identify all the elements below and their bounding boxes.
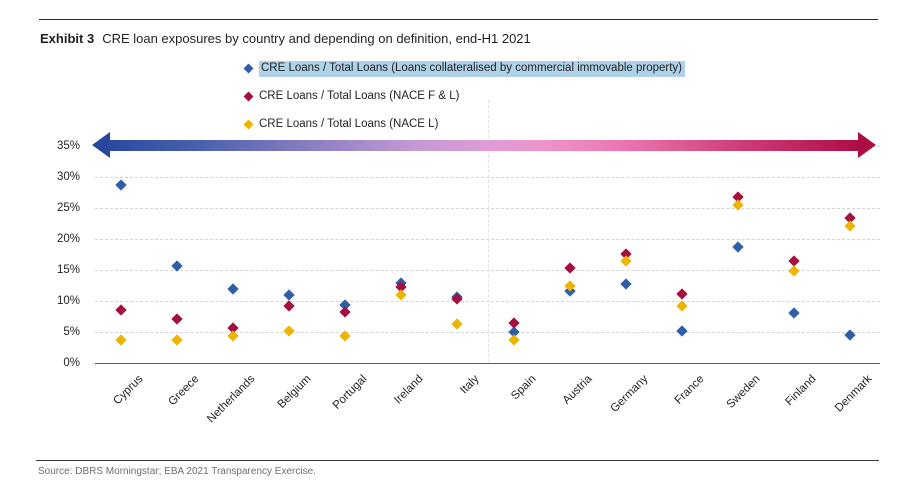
column-divider-line [488, 100, 489, 362]
data-point-belgium-s0 [283, 289, 295, 301]
data-point-belgium-s2 [283, 325, 295, 337]
exhibit-title-text: CRE loan exposures by country and depend… [102, 31, 531, 46]
data-point-sweden-s2 [732, 199, 744, 211]
y-gridline [95, 332, 880, 334]
legend-label: CRE Loans / Total Loans (NACE L) [259, 118, 439, 130]
data-point-cyprus-s2 [115, 333, 127, 346]
data-point-netherlands-s0 [227, 283, 239, 295]
data-point-spain-s2 [507, 333, 520, 346]
y-gridline [95, 207, 880, 209]
y-axis-tick-label: 5% [63, 326, 80, 339]
legend-item-nace-l: CRE Loans / Total Loans (NACE L) [243, 117, 685, 145]
blue-diamond-icon [243, 63, 254, 74]
yellow-diamond-icon [243, 119, 254, 130]
legend-label: CRE Loans / Total Loans (Loans collatera… [259, 61, 686, 77]
bottom-divider-line [36, 460, 879, 461]
data-point-cyprus-s0 [115, 179, 127, 191]
y-gridline [95, 270, 880, 271]
data-point-sweden-s0 [732, 241, 744, 253]
data-point-italy-s2 [451, 318, 464, 330]
y-gridline [95, 301, 880, 303]
data-point-austria-s1 [563, 261, 576, 274]
data-point-denmark-s0 [844, 329, 856, 341]
y-gridline [95, 176, 880, 178]
y-axis-tick-label: 10% [56, 295, 80, 308]
data-point-finland-s0 [788, 307, 800, 319]
data-point-germany-s0 [620, 278, 632, 290]
data-point-greece-s1 [171, 312, 183, 325]
y-gridline [95, 238, 880, 240]
red-diamond-icon [243, 91, 254, 102]
arrow-left-head-icon [92, 132, 110, 158]
source-note: Source: DBRS Morningstar; EBA 2021 Trans… [38, 466, 316, 477]
data-point-france-s0 [676, 325, 688, 337]
data-point-france-s2 [676, 300, 688, 312]
exhibit-number-label: Exhibit 3 [40, 31, 95, 46]
top-divider-line [39, 19, 878, 20]
data-point-belgium-s1 [283, 300, 295, 312]
legend-label: CRE Loans / Total Loans (NACE F & L) [259, 90, 460, 102]
data-point-ireland-s2 [395, 289, 408, 301]
data-point-finland-s2 [788, 265, 800, 277]
x-axis-line [95, 363, 880, 365]
data-point-cyprus-s1 [115, 304, 127, 316]
y-axis-tick-label: 30% [56, 170, 80, 183]
gradient-arrow-shaft [109, 140, 859, 151]
data-point-france-s1 [676, 287, 688, 300]
arrow-right-head-icon [858, 132, 876, 158]
y-axis-tick-label: 35% [56, 139, 80, 152]
y-axis-tick-label: 15% [56, 264, 80, 276]
data-point-germany-s2 [620, 254, 632, 267]
chart-legend: CRE Loans / Total Loans (Loans collatera… [243, 61, 686, 145]
legend-item-collateralised: CRE Loans / Total Loans (Loans collatera… [243, 61, 686, 89]
data-point-greece-s2 [171, 334, 183, 346]
y-axis-tick-label: 20% [56, 232, 80, 245]
page-title: Exhibit 3 CRE loan exposures by country a… [40, 31, 531, 46]
y-axis-tick-label: 0% [63, 357, 80, 370]
data-point-denmark-s2 [844, 220, 856, 232]
legend-item-nace-f-l: CRE Loans / Total Loans (NACE F & L) [243, 89, 685, 117]
y-axis-tick-label: 25% [56, 201, 80, 214]
data-point-spain-s1 [507, 317, 520, 329]
